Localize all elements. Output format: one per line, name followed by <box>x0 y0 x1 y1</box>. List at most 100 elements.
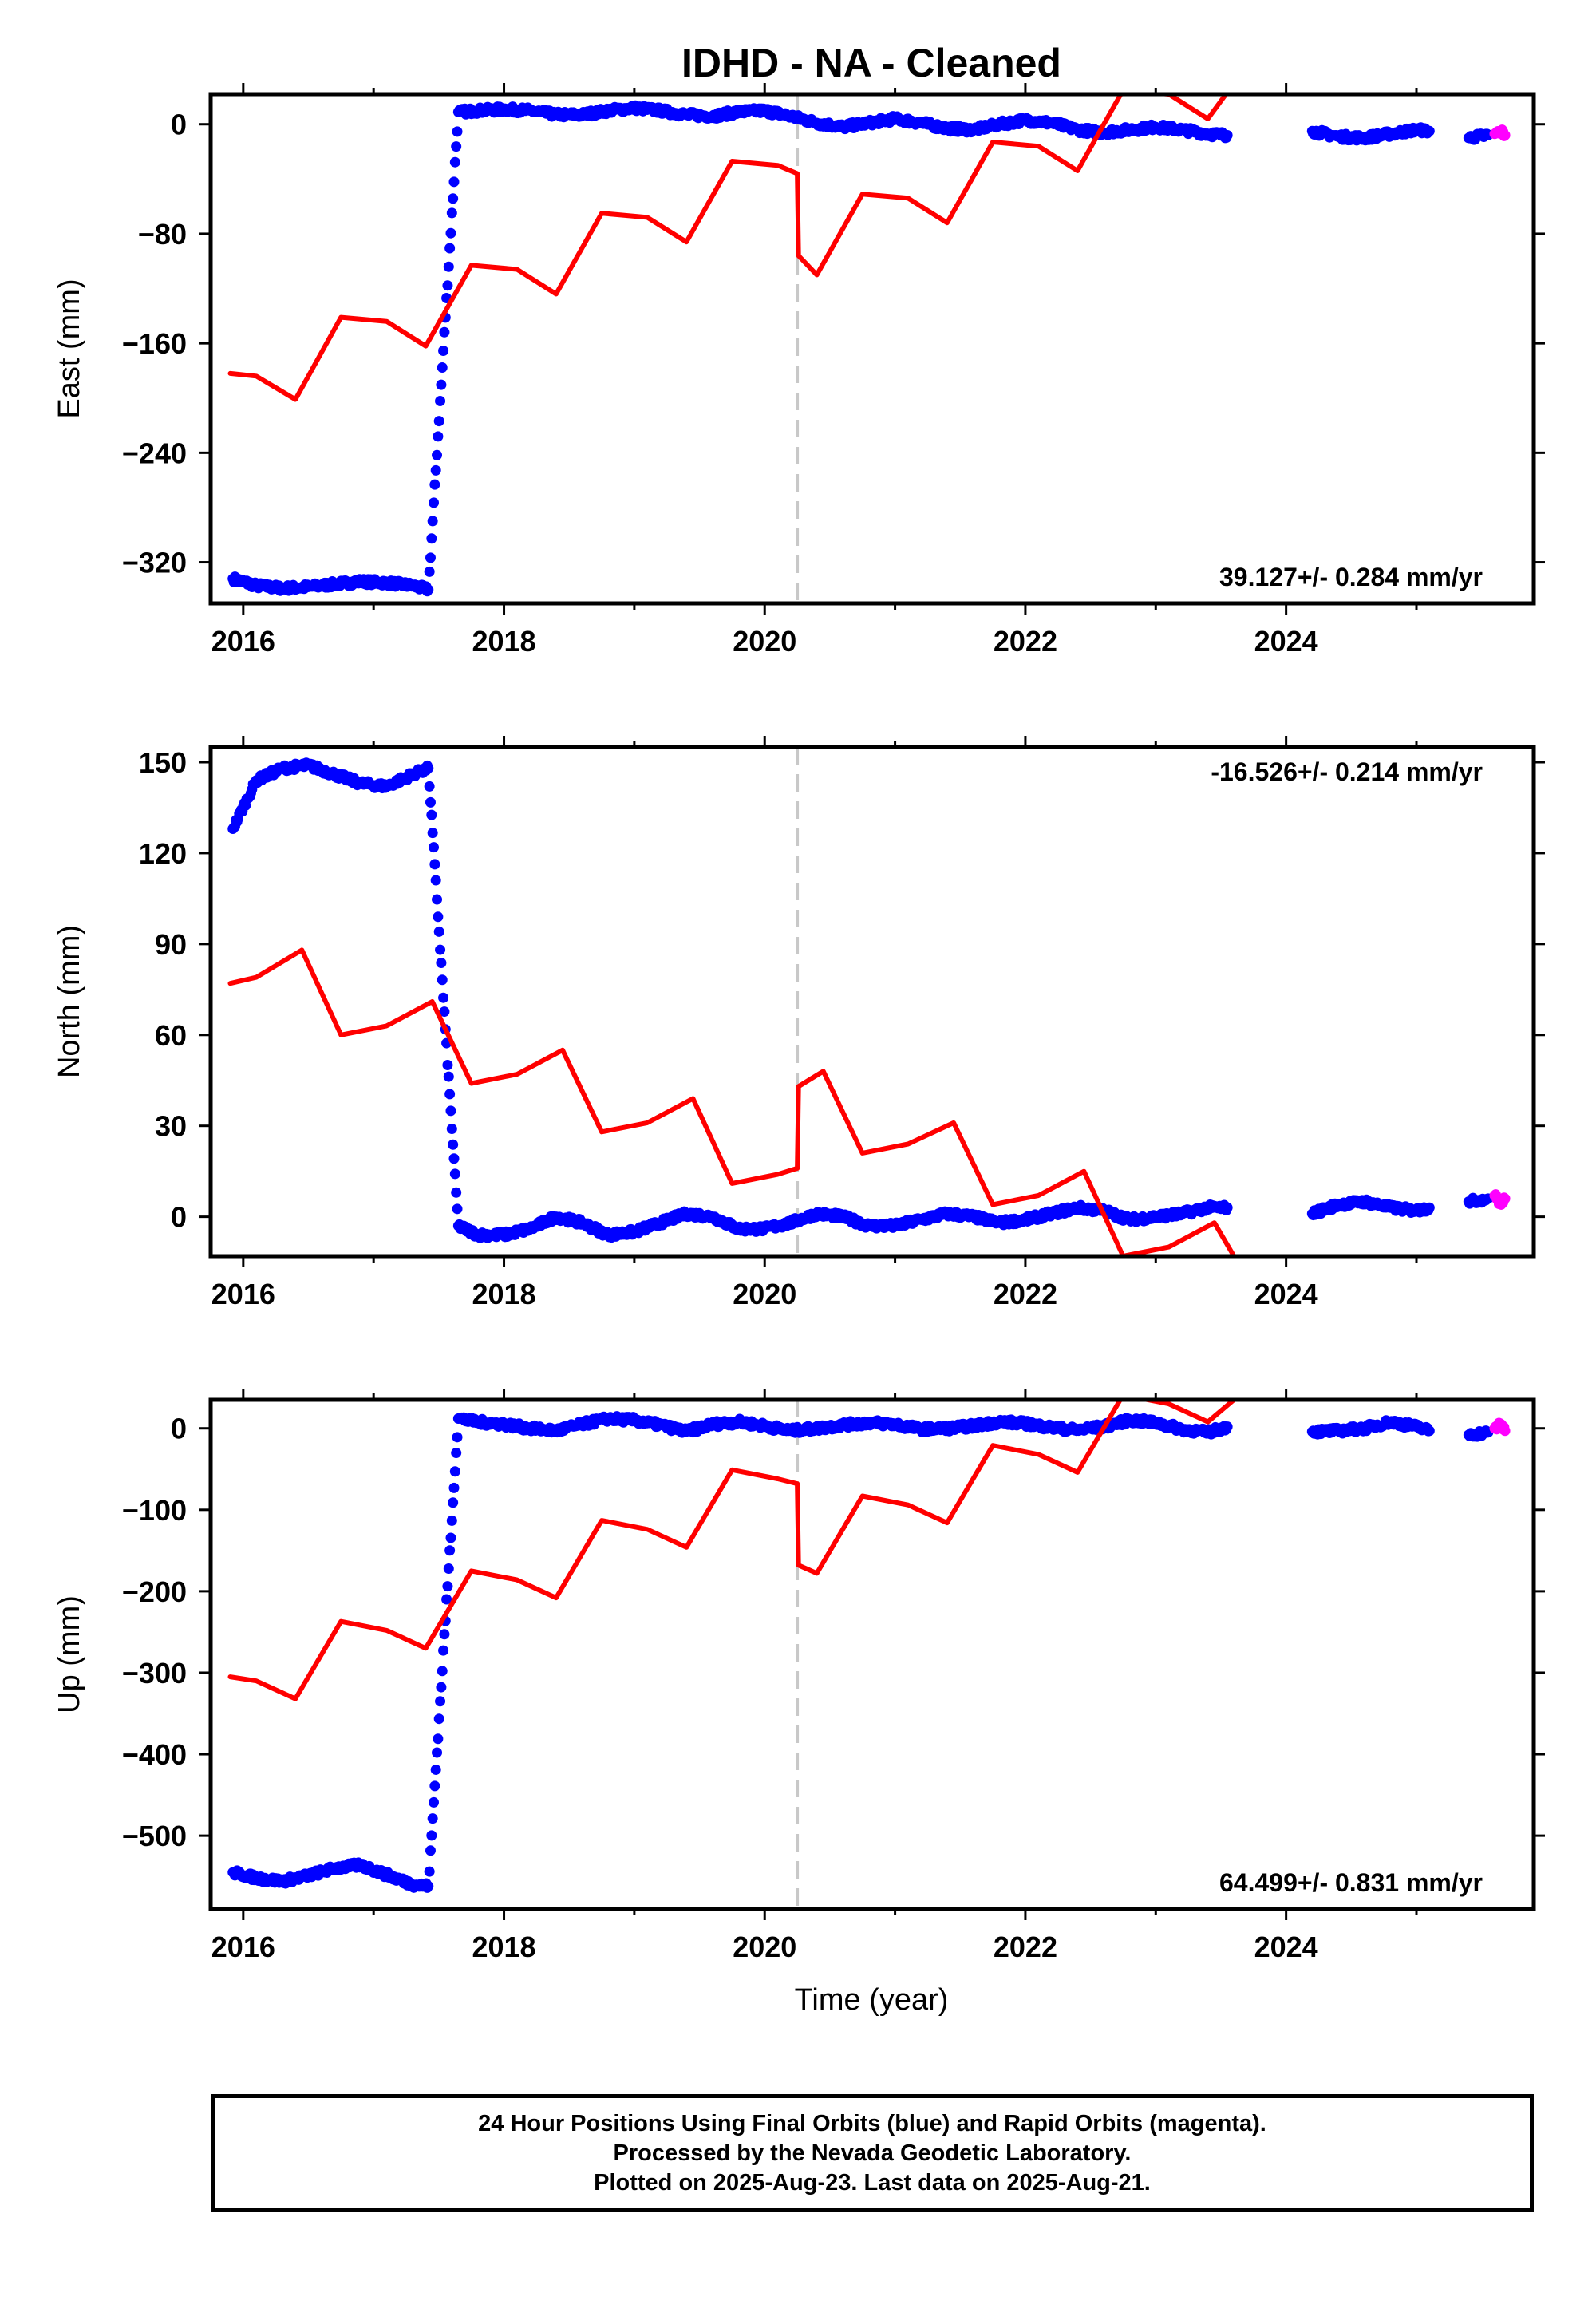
data-point <box>429 1796 440 1808</box>
chart-title: IDHD - NA - Cleaned <box>681 41 1061 85</box>
data-point <box>433 926 444 937</box>
data-point <box>448 176 460 188</box>
data-point <box>445 1532 456 1543</box>
y-tick-label: 0 <box>171 1201 187 1234</box>
data-point <box>427 516 438 527</box>
y-tick-label: 0 <box>171 1413 187 1445</box>
data-point <box>433 1713 444 1725</box>
x-tick-label: 2018 <box>472 1931 535 1963</box>
data-point <box>1424 1202 1435 1213</box>
y-axis-label: North (mm) <box>53 925 86 1078</box>
data-point <box>1499 1193 1511 1204</box>
data-point <box>448 1139 459 1150</box>
x-tick-label: 2016 <box>211 1278 275 1310</box>
data-point <box>427 1813 438 1824</box>
data-point <box>449 1168 460 1180</box>
data-point <box>442 280 453 291</box>
x-tick-label: 2022 <box>994 625 1057 658</box>
data-point <box>432 449 443 460</box>
x-tick-label: 2022 <box>994 1931 1057 1963</box>
velocity-annotation: -16.526+/- 0.214 mm/yr <box>1211 757 1483 786</box>
model-fit-line <box>227 94 1229 402</box>
data-point <box>451 1187 462 1198</box>
data-point <box>426 809 437 820</box>
data-point <box>429 842 440 853</box>
final-orbit-series <box>227 757 1494 1243</box>
data-point <box>449 1466 460 1477</box>
data-point <box>451 1448 462 1459</box>
velocity-annotation: 39.127+/- 0.284 mm/yr <box>1219 563 1483 591</box>
data-point <box>444 1545 456 1556</box>
data-point <box>448 1482 460 1493</box>
data-point <box>438 1645 449 1656</box>
plot-area <box>227 1400 1511 1893</box>
x-tick-label: 2018 <box>472 625 535 658</box>
footer-line-2: Processed by the Nevada Geodetic Laborat… <box>613 2140 1132 2166</box>
data-point <box>1499 129 1511 140</box>
data-point <box>433 431 444 442</box>
data-point <box>439 326 450 338</box>
data-point <box>429 1780 440 1792</box>
y-tick-label: 120 <box>139 837 187 870</box>
x-tick-label: 2018 <box>472 1278 535 1310</box>
data-point <box>423 1880 434 1891</box>
data-point <box>446 1515 457 1526</box>
data-point <box>439 1006 450 1018</box>
x-tick-label: 2024 <box>1254 625 1318 658</box>
data-point <box>427 828 438 839</box>
x-tick-label: 2020 <box>733 1278 796 1310</box>
data-point <box>426 1830 437 1841</box>
data-point <box>424 781 435 792</box>
panel-2: 2016 2018 2020 2022 2024 150 120 90 60 30 0 North (… <box>53 736 1545 1310</box>
data-point <box>429 497 440 508</box>
data-point <box>452 1432 463 1443</box>
y-tick-label: −200 <box>122 1575 187 1608</box>
data-point <box>435 944 446 955</box>
model-fit-line <box>227 947 1237 1256</box>
data-point <box>443 1071 454 1082</box>
data-point <box>430 875 441 886</box>
data-point <box>432 1747 443 1758</box>
data-point <box>448 1153 460 1164</box>
rapid-orbit-series <box>1489 124 1511 141</box>
data-point <box>437 974 448 986</box>
data-point <box>1499 1425 1511 1437</box>
data-point <box>442 1581 453 1592</box>
data-point <box>433 416 444 427</box>
y-tick-label: −320 <box>122 547 187 579</box>
y-tick-label: −240 <box>122 437 187 469</box>
data-point <box>433 911 444 923</box>
data-point <box>429 479 440 490</box>
x-tick-label: 2016 <box>211 1931 275 1963</box>
data-point <box>441 1594 452 1605</box>
data-point <box>1424 125 1435 136</box>
x-tick-label: 2020 <box>733 625 796 658</box>
data-point <box>451 141 462 152</box>
y-tick-label: −80 <box>138 218 187 251</box>
y-tick-label: 150 <box>139 746 187 779</box>
panel-frame <box>208 1397 1536 1911</box>
data-point <box>1222 129 1233 140</box>
panel-frame <box>208 745 1536 1259</box>
rapid-orbit-series <box>1489 1189 1511 1210</box>
final-orbit-series <box>227 1411 1494 1893</box>
data-point <box>444 1089 456 1100</box>
data-point <box>430 464 441 476</box>
data-point <box>429 859 440 870</box>
data-point <box>436 957 447 968</box>
footer-line-1: 24 Hour Positions Using Final Orbits (bl… <box>478 2110 1266 2136</box>
data-point <box>430 1764 441 1775</box>
y-tick-label: −300 <box>122 1657 187 1690</box>
data-point <box>435 1696 446 1707</box>
rapid-orbit-series <box>1489 1417 1511 1437</box>
data-point <box>442 1060 453 1071</box>
y-tick-label: −100 <box>122 1494 187 1527</box>
data-point <box>452 126 463 137</box>
data-point <box>425 1845 436 1856</box>
final-orbit-series <box>227 100 1494 597</box>
y-tick-label: −160 <box>122 327 187 360</box>
x-tick-label: 2022 <box>994 1278 1057 1310</box>
data-point <box>445 227 456 239</box>
data-point <box>443 261 454 272</box>
data-point <box>432 894 443 905</box>
